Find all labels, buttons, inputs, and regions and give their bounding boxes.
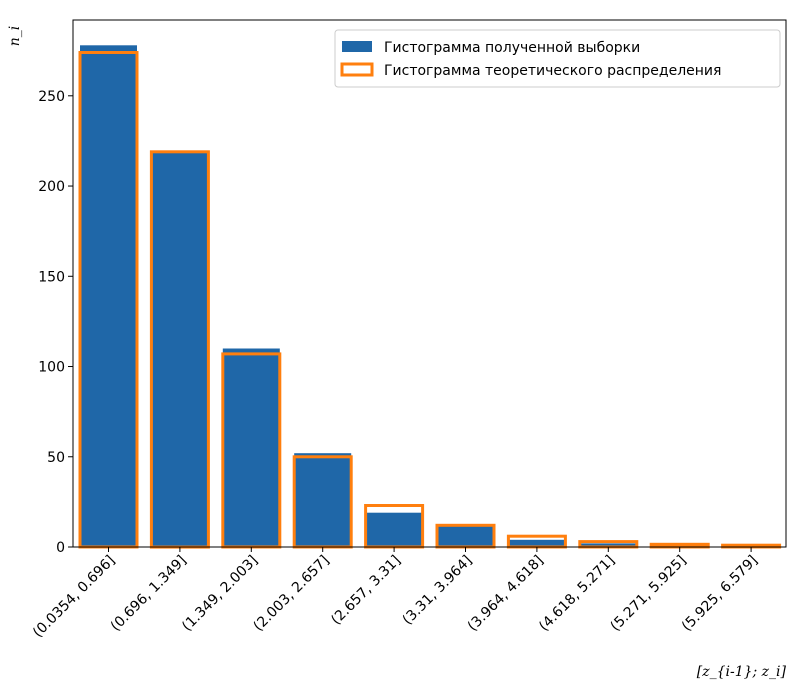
- sample-bar: [222, 348, 280, 547]
- sample-bar: [80, 45, 137, 548]
- legend-box: [334, 29, 781, 88]
- legend-label-theoretical: Гистограмма теоретического распределения: [384, 63, 721, 79]
- y-tick-label: 0: [56, 540, 65, 556]
- legend-swatch-theoretical: [340, 62, 374, 77]
- sample-bar: [508, 539, 566, 547]
- y-tick-label: 250: [38, 89, 65, 105]
- y-tick-label: 50: [47, 450, 65, 466]
- sample-bar: [365, 512, 423, 547]
- y-axis: 0 50 100 150 200 250: [38, 89, 73, 556]
- sample-bar: [294, 453, 352, 547]
- legend-swatch-sample: [342, 41, 372, 52]
- sample-bar: [579, 543, 637, 547]
- legend-label-sample: Гистограмма полученной выборки: [384, 40, 640, 56]
- sample-bar: [151, 151, 209, 548]
- sample-bar: [437, 525, 494, 547]
- y-tick-label: 100: [38, 360, 65, 376]
- y-axis-label: n_i: [7, 26, 23, 47]
- plot-frame: [72, 19, 787, 548]
- y-tick-label: 200: [38, 179, 65, 195]
- bars-layer: [80, 45, 780, 548]
- x-axis-label: [z_{i-1}; z_i]: [697, 664, 787, 680]
- y-tick-label: 150: [38, 269, 65, 285]
- legend: Гистограмма полученной выборки Гистограм…: [334, 29, 781, 88]
